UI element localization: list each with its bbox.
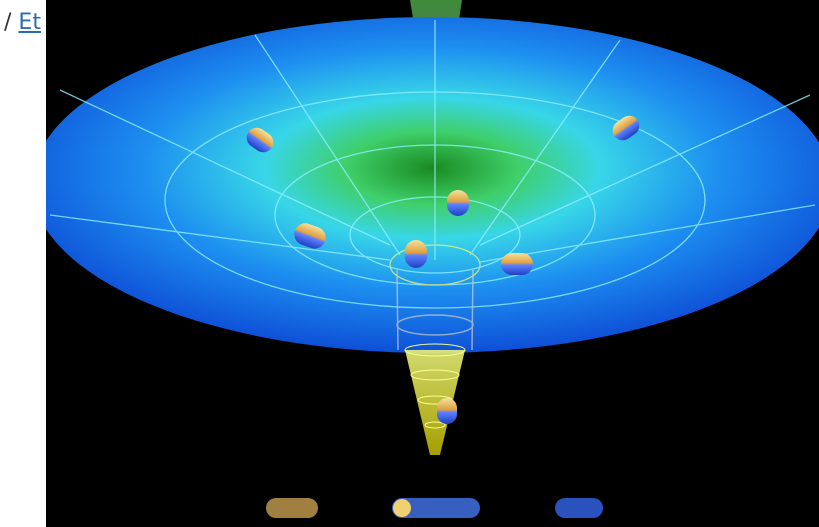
funnel-neck xyxy=(396,269,474,351)
disk xyxy=(46,17,819,353)
funnel-image xyxy=(46,0,819,527)
cone xyxy=(405,350,465,455)
breadcrumb-link[interactable]: Et xyxy=(18,10,41,35)
capsules xyxy=(246,115,640,518)
breadcrumb: / Et xyxy=(4,10,41,35)
contours xyxy=(49,20,816,309)
separator: / xyxy=(4,10,12,35)
